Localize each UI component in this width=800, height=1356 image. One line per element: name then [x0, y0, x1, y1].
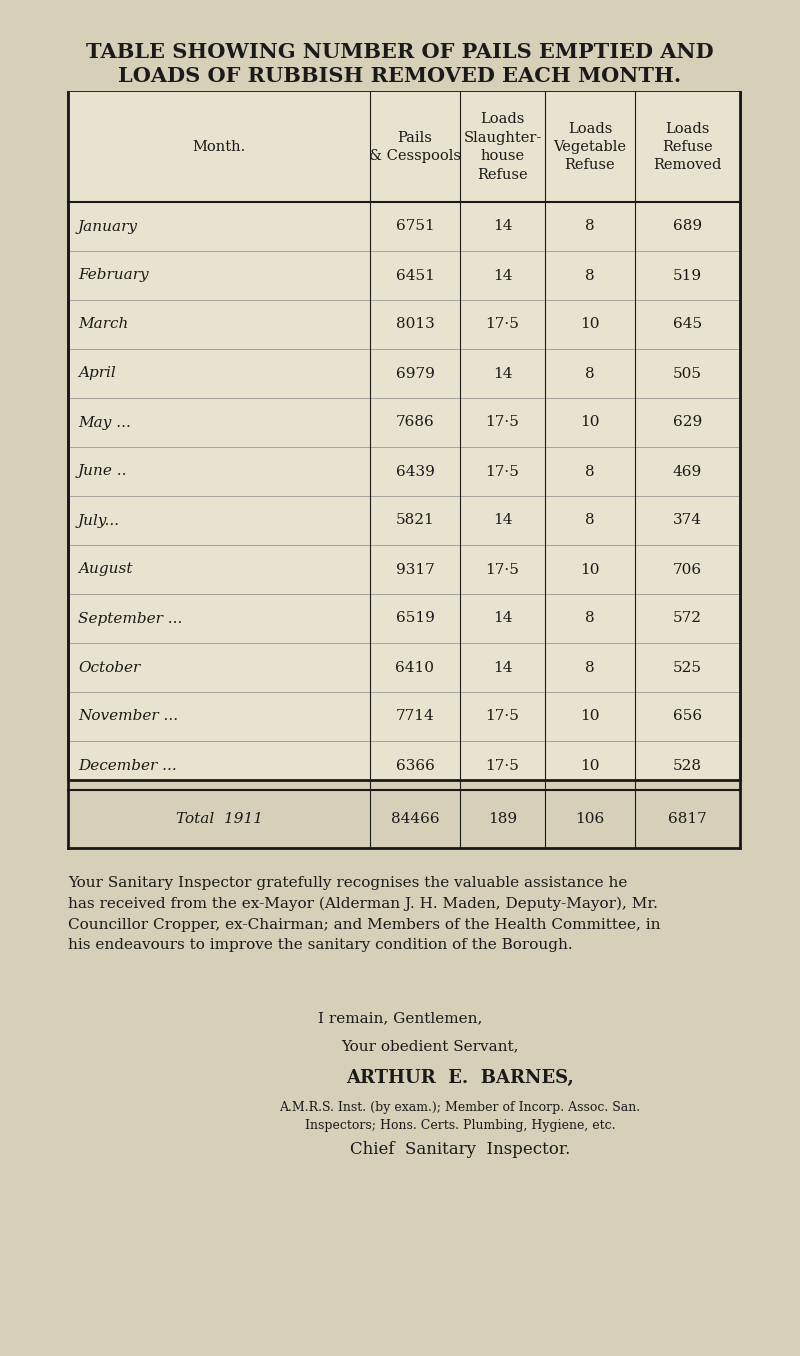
Text: 7714: 7714 [396, 709, 434, 724]
Text: 17·5: 17·5 [486, 465, 519, 479]
Text: 656: 656 [673, 709, 702, 724]
Text: 14: 14 [493, 514, 512, 527]
Text: 6979: 6979 [395, 366, 434, 381]
Text: 10: 10 [580, 415, 600, 430]
Text: 14: 14 [493, 612, 512, 625]
Text: 10: 10 [580, 758, 600, 773]
Text: 14: 14 [493, 366, 512, 381]
Text: 17·5: 17·5 [486, 758, 519, 773]
Text: 14: 14 [493, 660, 512, 674]
Text: Total  1911: Total 1911 [175, 812, 262, 826]
Text: Chief  Sanitary  Inspector.: Chief Sanitary Inspector. [350, 1140, 570, 1158]
Text: 106: 106 [575, 812, 605, 826]
Text: 10: 10 [580, 709, 600, 724]
Text: Loads
Refuse
Removed: Loads Refuse Removed [654, 122, 722, 172]
Text: March: March [78, 317, 128, 331]
Text: 469: 469 [673, 465, 702, 479]
Text: A.M.R.S. Inst. (by exam.); Member of Incorp. Assoc. San.
Inspectors; Hons. Certs: A.M.R.S. Inst. (by exam.); Member of Inc… [279, 1101, 641, 1132]
Text: 8: 8 [585, 366, 595, 381]
Text: 14: 14 [493, 268, 512, 282]
Text: Your obedient Servant,: Your obedient Servant, [342, 1039, 518, 1054]
Text: 689: 689 [673, 220, 702, 233]
Text: February: February [78, 268, 149, 282]
Text: 8: 8 [585, 220, 595, 233]
Text: 14: 14 [493, 220, 512, 233]
Text: 9317: 9317 [396, 563, 434, 576]
Text: 519: 519 [673, 268, 702, 282]
Text: 629: 629 [673, 415, 702, 430]
Text: Pails
& Cesspools: Pails & Cesspools [369, 130, 461, 163]
Text: August: August [78, 563, 133, 576]
Text: 10: 10 [580, 563, 600, 576]
Text: LOADS OF RUBBISH REMOVED EACH MONTH.: LOADS OF RUBBISH REMOVED EACH MONTH. [118, 66, 682, 85]
Text: 6451: 6451 [395, 268, 434, 282]
Text: 84466: 84466 [390, 812, 439, 826]
Text: 525: 525 [673, 660, 702, 674]
Text: 17·5: 17·5 [486, 317, 519, 331]
Text: 8: 8 [585, 514, 595, 527]
Text: 10: 10 [580, 317, 600, 331]
Text: TABLE SHOWING NUMBER OF PAILS EMPTIED AND: TABLE SHOWING NUMBER OF PAILS EMPTIED AN… [86, 42, 714, 62]
Text: June ..: June .. [78, 465, 127, 479]
Text: 8013: 8013 [396, 317, 434, 331]
Bar [68, 92, 740, 780]
Text: 6410: 6410 [395, 660, 434, 674]
Text: 645: 645 [673, 317, 702, 331]
Text: 189: 189 [488, 812, 517, 826]
Text: May ...: May ... [78, 415, 131, 430]
Text: 572: 572 [673, 612, 702, 625]
Text: 528: 528 [673, 758, 702, 773]
Text: 6519: 6519 [395, 612, 434, 625]
Text: Loads
Vegetable
Refuse: Loads Vegetable Refuse [554, 122, 626, 172]
Text: Your Sanitary Inspector gratefully recognises the valuable assistance he
has rec: Your Sanitary Inspector gratefully recog… [68, 876, 661, 952]
Text: 706: 706 [673, 563, 702, 576]
Text: Loads
Slaughter-
house
Refuse: Loads Slaughter- house Refuse [463, 113, 542, 182]
Bar [68, 92, 740, 202]
Text: 17·5: 17·5 [486, 709, 519, 724]
Text: October: October [78, 660, 140, 674]
Text: Month.: Month. [192, 140, 246, 155]
Text: 6751: 6751 [396, 220, 434, 233]
Text: 8: 8 [585, 465, 595, 479]
Text: January: January [78, 220, 138, 233]
Text: ARTHUR  E.  BARNES,: ARTHUR E. BARNES, [346, 1069, 574, 1088]
Text: 17·5: 17·5 [486, 415, 519, 430]
Text: 6439: 6439 [395, 465, 434, 479]
Text: 374: 374 [673, 514, 702, 527]
Text: 505: 505 [673, 366, 702, 381]
Text: 8: 8 [585, 268, 595, 282]
Text: September ...: September ... [78, 612, 182, 625]
Text: 7686: 7686 [396, 415, 434, 430]
Text: 17·5: 17·5 [486, 563, 519, 576]
Text: 6366: 6366 [395, 758, 434, 773]
Text: 8: 8 [585, 612, 595, 625]
Text: 5821: 5821 [396, 514, 434, 527]
Text: November ...: November ... [78, 709, 178, 724]
Text: April: April [78, 366, 116, 381]
Text: I remain, Gentlemen,: I remain, Gentlemen, [318, 1012, 482, 1025]
Text: 6817: 6817 [668, 812, 707, 826]
Text: July...: July... [78, 514, 120, 527]
Text: December ...: December ... [78, 758, 177, 773]
Text: 8: 8 [585, 660, 595, 674]
